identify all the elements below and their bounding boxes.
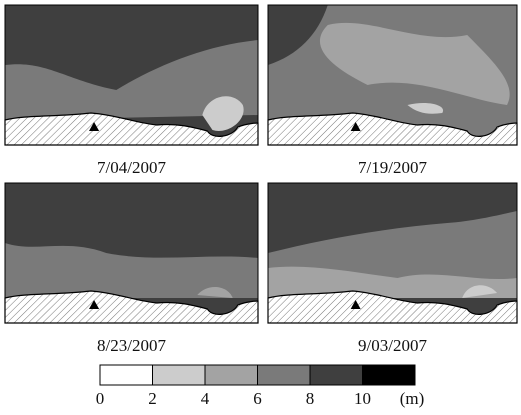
colorbar-segment	[204, 364, 258, 386]
colorbar-tick-label: 4	[201, 389, 210, 408]
station-marker	[88, 122, 100, 131]
panel-border	[4, 182, 259, 324]
map-panel	[267, 4, 518, 146]
panel-border	[267, 182, 518, 324]
panel-date: 7/04/2007	[97, 158, 166, 177]
station-marker	[88, 300, 100, 309]
colorbar-tick-label: 8	[306, 389, 315, 408]
contour-region	[319, 22, 510, 105]
map-panel	[4, 4, 259, 146]
colorbar-tick-label: 0	[96, 389, 105, 408]
station-marker	[350, 122, 361, 131]
panel-border	[267, 4, 518, 146]
colorbar-tick-label: 2	[148, 389, 157, 408]
coastline	[4, 290, 259, 324]
map-panel	[267, 182, 518, 324]
map-panel	[4, 182, 259, 324]
colorbar-segment	[309, 364, 363, 386]
contour-region	[5, 40, 258, 120]
panel-date: 7/19/2007	[358, 158, 427, 177]
colorbar-tick-label: 10	[354, 389, 371, 408]
colorbar-segment	[99, 364, 153, 386]
contour-region	[407, 102, 444, 114]
contour-region	[202, 96, 244, 131]
contour-region	[197, 287, 233, 298]
contour-region	[268, 266, 517, 298]
panel-date: 8/23/2007	[97, 336, 166, 355]
panel-date: 9/03/2007	[358, 336, 427, 355]
station-marker	[350, 300, 361, 309]
colorbar-segment	[257, 364, 311, 386]
colorbar-segment	[362, 364, 416, 386]
colorbar-segment	[152, 364, 206, 386]
coastline	[267, 112, 518, 146]
contour-region	[462, 285, 498, 298]
contour-region	[268, 5, 328, 65]
coastline	[267, 290, 518, 324]
coastline	[4, 112, 259, 146]
colorbar-tick-label: 6	[253, 389, 262, 408]
colorbar-unit: (m)	[400, 389, 425, 408]
panel-border	[4, 4, 259, 146]
contour-region	[5, 243, 258, 298]
